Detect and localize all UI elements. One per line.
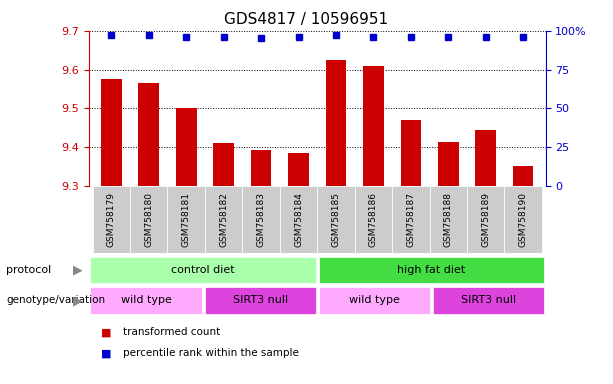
Text: GSM758186: GSM758186	[369, 192, 378, 247]
Bar	[504, 186, 542, 253]
Text: GSM758181: GSM758181	[181, 192, 191, 247]
Text: protocol: protocol	[6, 265, 51, 275]
Bar	[205, 287, 316, 314]
Text: SIRT3 null: SIRT3 null	[461, 295, 516, 306]
Text: ▶: ▶	[73, 263, 83, 276]
Text: ■: ■	[101, 348, 112, 358]
Bar	[139, 83, 159, 186]
Text: GSM758184: GSM758184	[294, 192, 303, 247]
Bar	[90, 257, 316, 283]
Bar	[130, 186, 167, 253]
Text: GSM758182: GSM758182	[219, 192, 228, 247]
Bar	[392, 186, 430, 253]
Bar	[476, 130, 496, 186]
Text: GSM758190: GSM758190	[519, 192, 528, 247]
Bar	[319, 287, 430, 314]
Text: genotype/variation: genotype/variation	[6, 295, 105, 306]
Bar	[326, 60, 346, 186]
Text: transformed count: transformed count	[123, 327, 220, 337]
Text: GSM758189: GSM758189	[481, 192, 490, 247]
Bar	[90, 287, 202, 314]
Bar	[363, 66, 384, 186]
Bar	[355, 186, 392, 253]
Bar	[280, 186, 318, 253]
Text: ▶: ▶	[73, 294, 83, 307]
Bar	[251, 150, 272, 186]
Text: GSM758188: GSM758188	[444, 192, 453, 247]
Bar	[438, 142, 459, 186]
Bar	[242, 186, 280, 253]
Text: GSM758180: GSM758180	[144, 192, 153, 247]
Bar	[101, 79, 121, 186]
Text: ■: ■	[101, 327, 112, 337]
Text: SIRT3 null: SIRT3 null	[232, 295, 287, 306]
Bar	[288, 153, 309, 186]
Text: percentile rank within the sample: percentile rank within the sample	[123, 348, 299, 358]
Text: high fat diet: high fat diet	[397, 265, 465, 275]
Bar	[433, 287, 544, 314]
Bar	[318, 186, 355, 253]
Text: GSM758187: GSM758187	[406, 192, 416, 247]
Bar	[205, 186, 242, 253]
Text: GSM758185: GSM758185	[332, 192, 340, 247]
Bar	[93, 186, 130, 253]
Bar	[213, 144, 234, 186]
Bar	[176, 108, 197, 186]
Text: wild type: wild type	[121, 295, 172, 306]
Text: GSM758183: GSM758183	[257, 192, 265, 247]
Text: GSM758179: GSM758179	[107, 192, 116, 247]
Text: GDS4817 / 10596951: GDS4817 / 10596951	[224, 12, 389, 26]
Bar	[513, 166, 533, 186]
Bar	[467, 186, 504, 253]
Text: wild type: wild type	[349, 295, 400, 306]
Bar	[167, 186, 205, 253]
Bar	[400, 120, 421, 186]
Text: control diet: control diet	[171, 265, 235, 275]
Bar	[319, 257, 544, 283]
Bar	[430, 186, 467, 253]
